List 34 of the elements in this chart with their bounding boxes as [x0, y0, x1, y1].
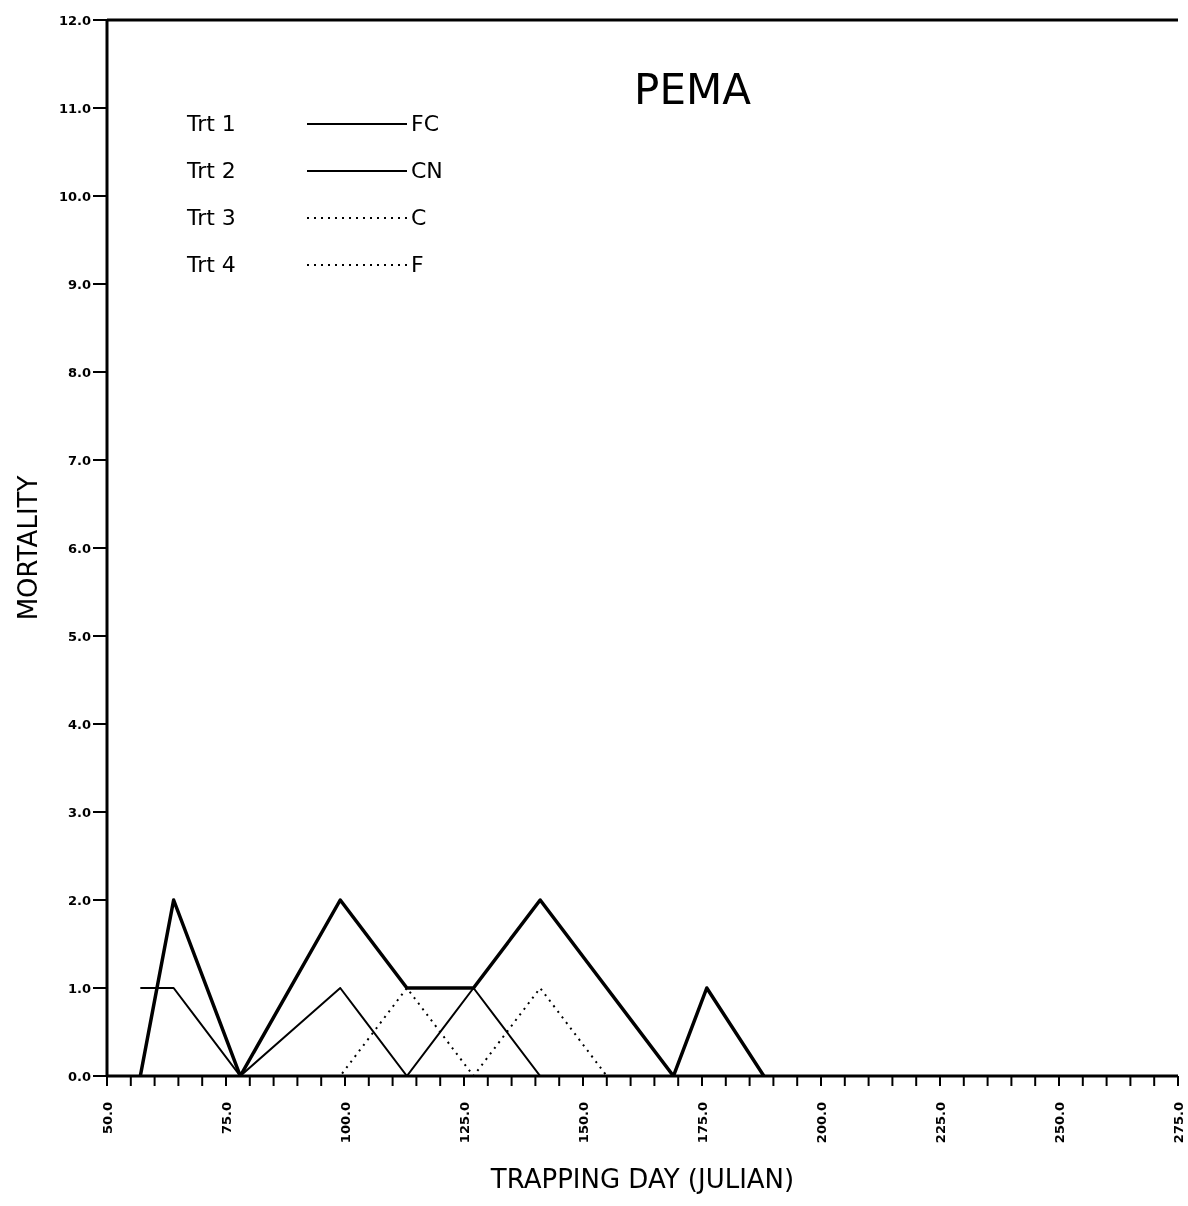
y-tick-label: 9.0 — [67, 276, 91, 292]
y-axis-title: MORTALITY — [13, 475, 44, 621]
y-tick-label: 6.0 — [67, 540, 91, 556]
x-tick-label: 100.0 — [337, 1102, 353, 1144]
y-tick-label: 5.0 — [67, 628, 91, 644]
x-tick-label: 125.0 — [456, 1102, 472, 1144]
annotation: Trt 3 — [187, 204, 237, 232]
legend-label: F — [411, 251, 424, 279]
y-tick-label: 1.0 — [67, 980, 91, 996]
y-tick-label: 12.0 — [58, 12, 91, 28]
x-tick-label: 275.0 — [1170, 1102, 1186, 1144]
y-tick-label: 7.0 — [67, 452, 91, 468]
text: PEMA — [634, 65, 751, 114]
x-tick-label: 250.0 — [1051, 1102, 1067, 1144]
x-tick-label: 225.0 — [932, 1102, 948, 1144]
y-tick-label: 10.0 — [58, 188, 91, 204]
y-tick-label: 3.0 — [67, 804, 91, 820]
y-tick-label: 2.0 — [67, 892, 91, 908]
y-tick-label: 8.0 — [67, 364, 91, 380]
y-tick-label: 0.0 — [67, 1068, 91, 1084]
legend-label: CN — [411, 157, 443, 185]
annotation: Trt 2 — [187, 157, 237, 185]
y-tick-label: 4.0 — [67, 716, 91, 732]
y-tick-label: 11.0 — [58, 100, 91, 116]
x-axis-title: TRAPPING DAY (JULIAN) — [489, 1164, 795, 1194]
annotation: Trt 1 — [187, 110, 237, 138]
x-tick-label: 75.0 — [218, 1102, 234, 1135]
x-tick-label: 200.0 — [813, 1102, 829, 1144]
x-tick-label: 50.0 — [99, 1102, 115, 1135]
legend-label: FC — [411, 110, 440, 138]
legend-label: C — [411, 204, 427, 232]
annotation: Trt 4 — [187, 251, 237, 279]
x-tick-label: 150.0 — [575, 1102, 591, 1144]
x-tick-label: 175.0 — [694, 1102, 710, 1144]
